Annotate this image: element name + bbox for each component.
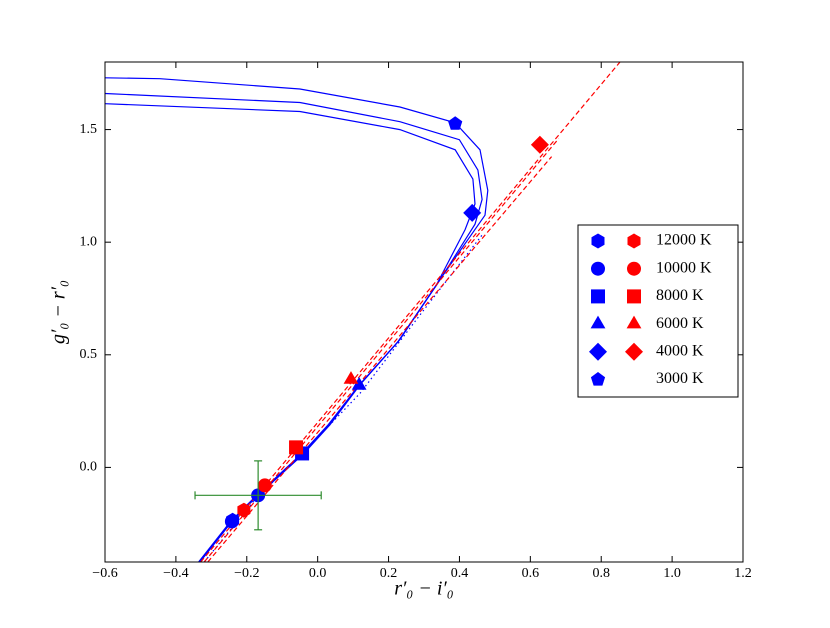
x-tick-label: 1.0: [663, 566, 681, 581]
legend-marker: [590, 372, 606, 386]
legend-label: 10000 K: [656, 259, 712, 276]
marker: [530, 135, 549, 154]
x-tick-label: 0.0: [309, 566, 327, 581]
legend-frame: [577, 224, 739, 398]
legend-marker: [591, 261, 605, 276]
y-tick-label: 0.5: [80, 347, 98, 362]
y-axis-label: g′₀ − r′₀: [48, 280, 70, 344]
legend-label: 3000 K: [656, 370, 704, 387]
curve: [105, 77, 489, 562]
marker: [237, 502, 251, 518]
curve: [200, 62, 621, 562]
marker: [257, 478, 272, 493]
legend-marker: [627, 289, 641, 304]
legend-marker: [590, 315, 606, 329]
legend-marker: [589, 342, 607, 361]
marker: [224, 514, 239, 529]
marker: [343, 371, 359, 384]
y-tick-label: 0.0: [80, 460, 98, 475]
x-tick-label: 0.8: [592, 566, 610, 581]
y-tick-label: 1.0: [80, 234, 98, 249]
x-tick-label: −0.6: [92, 566, 117, 581]
legend-label: 4000 K: [656, 342, 704, 359]
marker: [289, 440, 304, 455]
legend-marker: [626, 315, 642, 329]
x-tick-label: 0.6: [522, 566, 540, 581]
y-tick-label: 1.5: [80, 122, 98, 137]
plot-area: [105, 62, 621, 562]
curve: [207, 156, 553, 562]
x-tick-label: 1.2: [734, 566, 752, 581]
axes-frame: [104, 61, 744, 563]
x-axis-label: r′₀ − i′₀: [394, 578, 454, 600]
legend-marker: [627, 261, 641, 276]
marker: [448, 116, 463, 130]
legend-marker: [625, 342, 643, 361]
x-tick-label: −0.2: [234, 566, 259, 581]
legend-marker: [591, 233, 605, 249]
x-tick-label: −0.4: [163, 566, 188, 581]
legend-label: 6000 K: [656, 315, 704, 332]
legend-label: 12000 K: [656, 232, 712, 249]
legend-marker: [627, 233, 641, 249]
curve: [105, 103, 476, 562]
marker: [463, 203, 482, 222]
legend: 12000 K 10000 K 8000 K 6000 K 4000 K 3000 K: [577, 224, 739, 398]
curve: [105, 92, 483, 562]
x-tick-label: 0.4: [451, 566, 469, 581]
legend-marker: [591, 289, 605, 304]
marker: [351, 376, 367, 390]
legend-label: 8000 K: [656, 287, 704, 304]
x-tick-label: 0.2: [380, 566, 398, 581]
